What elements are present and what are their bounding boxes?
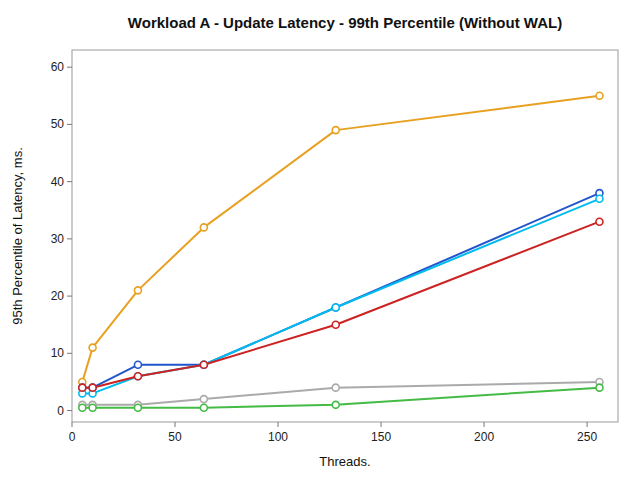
data-point <box>332 304 339 311</box>
x-tick-label: 150 <box>371 430 391 444</box>
data-point <box>332 127 339 134</box>
x-tick <box>484 422 485 427</box>
x-tick <box>72 422 73 427</box>
y-tick <box>67 67 72 68</box>
chart-svg: 0 50 100 150 200 250 0 10 20 30 40 50 60 Workload A -… <box>0 0 640 480</box>
data-point <box>134 287 141 294</box>
data-point <box>134 404 141 411</box>
series-line <box>82 388 599 408</box>
series-line <box>82 96 599 382</box>
chart-title: Workload A - Update Latency - 99th Perce… <box>128 14 562 31</box>
y-tick <box>67 410 72 411</box>
data-point <box>79 384 86 391</box>
series-line <box>82 199 599 394</box>
y-tick <box>67 181 72 182</box>
data-point <box>200 361 207 368</box>
data-point <box>134 373 141 380</box>
data-point <box>200 361 207 368</box>
data-point <box>89 404 96 411</box>
series-line <box>82 222 599 388</box>
y-tick <box>67 296 72 297</box>
y-tick-label: 10 <box>51 346 65 360</box>
y-tick-label: 50 <box>51 117 65 131</box>
y-tick <box>67 124 72 125</box>
data-point <box>596 218 603 225</box>
data-point <box>200 396 207 403</box>
y-axis-label: 95th Percentile of Latency, ms. <box>10 147 25 325</box>
data-point <box>134 373 141 380</box>
y-tick <box>67 238 72 239</box>
x-tick-label: 100 <box>268 430 288 444</box>
y-tick-label: 60 <box>51 60 65 74</box>
data-point <box>200 361 207 368</box>
data-point <box>79 404 86 411</box>
y-tick-label: 40 <box>51 175 65 189</box>
x-tick <box>587 422 588 427</box>
data-point <box>332 321 339 328</box>
data-point <box>134 361 141 368</box>
plot-frame <box>72 50 618 422</box>
x-tick-label: 250 <box>577 430 597 444</box>
x-tick-label: 200 <box>474 430 494 444</box>
series-line <box>82 193 599 388</box>
data-point <box>79 384 86 391</box>
x-axis-label: Threads. <box>319 454 370 469</box>
data-point <box>332 401 339 408</box>
y-tick-label: 30 <box>51 232 65 246</box>
x-tick-label: 50 <box>168 430 182 444</box>
plot-area <box>79 92 603 411</box>
data-point <box>596 195 603 202</box>
data-point <box>332 384 339 391</box>
y-tick-label: 20 <box>51 289 65 303</box>
y-tick <box>67 353 72 354</box>
x-tick <box>381 422 382 427</box>
y-tick-label: 0 <box>57 404 64 418</box>
data-point <box>596 92 603 99</box>
data-point <box>332 304 339 311</box>
x-tick-label: 0 <box>69 430 76 444</box>
data-point <box>89 384 96 391</box>
data-point <box>200 224 207 231</box>
data-point <box>89 384 96 391</box>
chart-container: 0 50 100 150 200 250 0 10 20 30 40 50 60 Workload A -… <box>0 0 640 480</box>
x-tick <box>175 422 176 427</box>
data-point <box>200 404 207 411</box>
data-point <box>596 384 603 391</box>
x-tick <box>278 422 279 427</box>
data-point <box>89 344 96 351</box>
